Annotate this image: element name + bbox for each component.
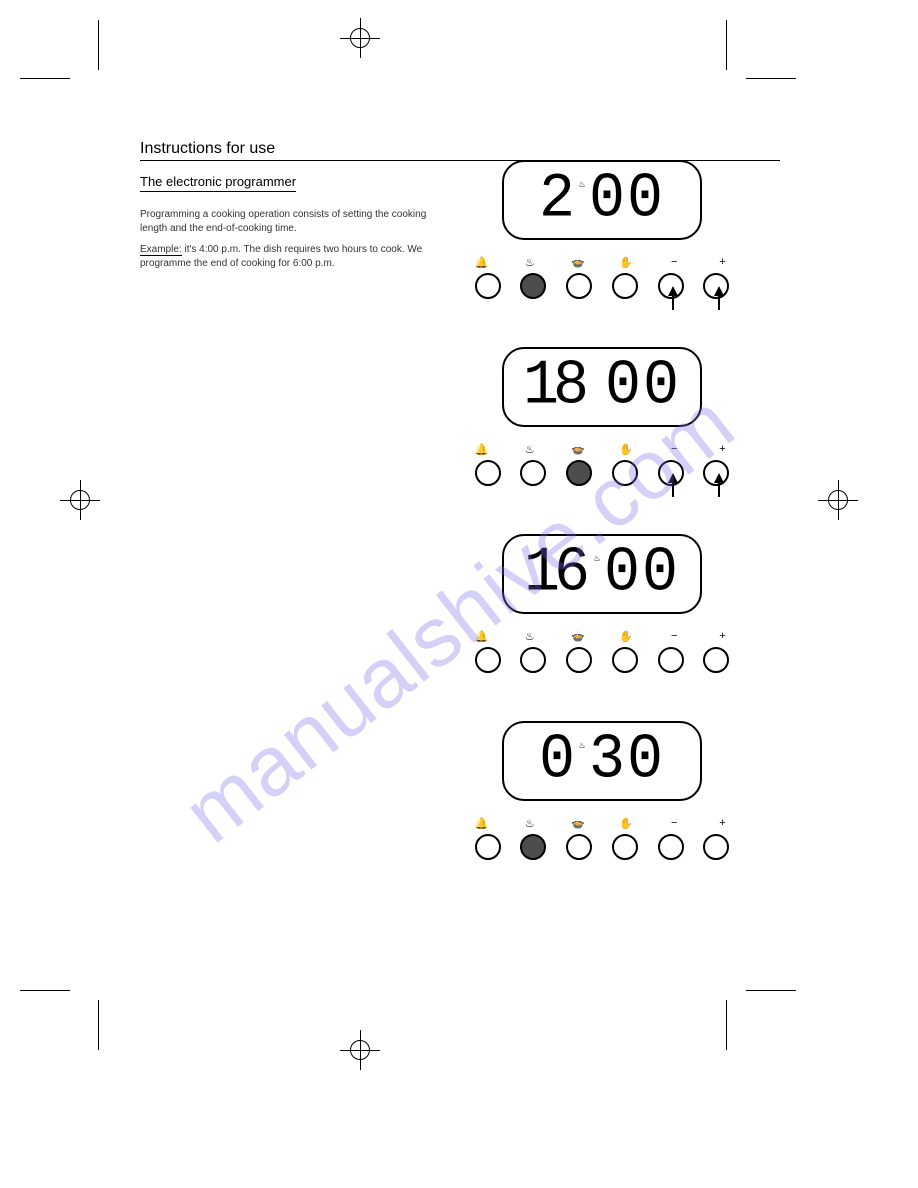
hand-icon: ✋	[619, 630, 633, 643]
btn-manual[interactable]	[612, 834, 638, 860]
pot-icon: ♨	[523, 443, 537, 456]
btn-bell[interactable]	[475, 834, 501, 860]
minus-icon: −	[667, 443, 681, 456]
btn-minus[interactable]	[658, 834, 684, 860]
bell-icon: 🔔	[475, 817, 489, 830]
minus-icon: −	[667, 630, 681, 643]
hand-icon: ✋	[619, 443, 633, 456]
btn-duration[interactable]	[520, 834, 546, 860]
panel-3: 16♨00 🔔 ♨ 🍲 ✋ − +	[458, 534, 746, 673]
btn-minus[interactable]	[658, 647, 684, 673]
minus-icon: −	[667, 256, 681, 269]
section-title: Instructions for use	[140, 140, 780, 161]
btn-manual[interactable]	[612, 273, 638, 299]
btn-plus[interactable]	[703, 647, 729, 673]
icon-row: 🔔 ♨ 🍲 ✋ − +	[475, 443, 730, 456]
plus-icon: +	[715, 256, 729, 269]
arrow-icon	[718, 288, 720, 310]
hand-icon: ✋	[619, 256, 633, 269]
button-row	[475, 273, 730, 299]
cooking-icon: 🍲	[571, 256, 585, 269]
pot-icon: ♨	[523, 256, 537, 269]
arrow-icon	[718, 475, 720, 497]
btn-bell[interactable]	[475, 460, 501, 486]
btn-manual[interactable]	[612, 647, 638, 673]
plus-icon: +	[715, 817, 729, 830]
btn-end[interactable]	[566, 647, 592, 673]
minus-icon: −	[667, 817, 681, 830]
lcd-digits: 2♨00	[539, 170, 665, 230]
lcd-digits: 16♨00	[524, 544, 680, 604]
btn-end[interactable]	[566, 834, 592, 860]
panel-4: 0♨30 🔔 ♨ 🍲 ✋ − +	[458, 721, 746, 860]
icon-row: 🔔 ♨ 🍲 ✋ − +	[475, 817, 730, 830]
btn-duration[interactable]	[520, 273, 546, 299]
pot-icon: ♨	[523, 630, 537, 643]
panel-2: 1800 🔔 ♨ 🍲 ✋ − +	[458, 347, 746, 486]
btn-manual[interactable]	[612, 460, 638, 486]
btn-end[interactable]	[566, 460, 592, 486]
pot-icon: ♨	[523, 817, 537, 830]
lcd-display: 2♨00	[502, 160, 702, 240]
example-body: it's 4:00 p.m. The dish requires two hou…	[140, 244, 422, 269]
btn-duration[interactable]	[520, 460, 546, 486]
btn-end[interactable]	[566, 273, 592, 299]
hand-icon: ✋	[619, 817, 633, 830]
lcd-display: 0♨30	[502, 721, 702, 801]
btn-plus[interactable]	[703, 834, 729, 860]
bell-icon: 🔔	[475, 443, 489, 456]
icon-row: 🔔 ♨ 🍲 ✋ − +	[475, 256, 730, 269]
example-para: Example: it's 4:00 p.m. The dish require…	[140, 243, 440, 270]
cooking-icon: 🍲	[571, 630, 585, 643]
lcd-display: 16♨00	[502, 534, 702, 614]
example-label: Example:	[140, 244, 182, 256]
lcd-display: 1800	[502, 347, 702, 427]
lcd-digits: 0♨30	[539, 731, 665, 791]
arrow-icon	[672, 288, 674, 310]
plus-icon: +	[715, 443, 729, 456]
btn-bell[interactable]	[475, 273, 501, 299]
panel-stack: 2♨00 🔔 ♨ 🍲 ✋ − + 1800 🔔	[458, 160, 746, 860]
subsection-title: The electronic programmer	[140, 174, 296, 192]
bell-icon: 🔔	[475, 256, 489, 269]
panel-1: 2♨00 🔔 ♨ 🍲 ✋ − +	[458, 160, 746, 299]
bell-icon: 🔔	[475, 630, 489, 643]
button-row	[475, 647, 730, 673]
btn-bell[interactable]	[475, 647, 501, 673]
btn-duration[interactable]	[520, 647, 546, 673]
button-row	[475, 460, 730, 486]
cooking-icon: 🍲	[571, 817, 585, 830]
plus-icon: +	[715, 630, 729, 643]
button-row	[475, 834, 730, 860]
cooking-icon: 🍲	[571, 443, 585, 456]
arrow-icon	[672, 475, 674, 497]
icon-row: 🔔 ♨ 🍲 ✋ − +	[475, 630, 730, 643]
intro-text: Programming a cooking operation consists…	[140, 208, 440, 235]
lcd-digits: 1800	[523, 357, 681, 417]
